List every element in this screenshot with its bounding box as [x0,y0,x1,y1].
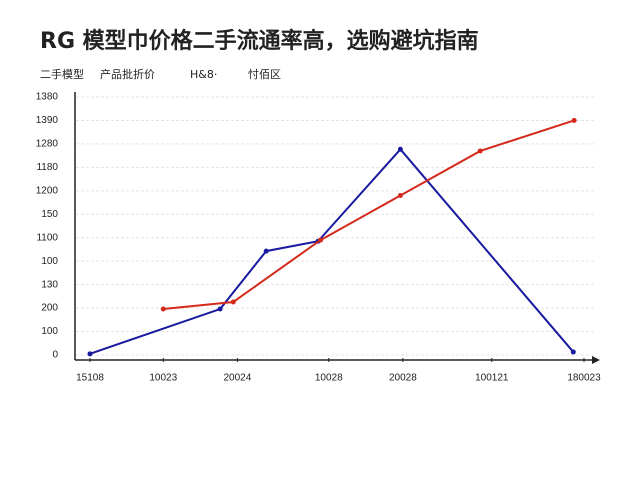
point [87,351,93,357]
point [263,248,269,254]
y-tick-label: 150 [41,209,58,220]
y-tick-label: 100 [41,326,58,337]
axis-arrow [592,356,600,364]
y-tick-label: 1380 [36,92,59,103]
y-tick-label: 1280 [36,139,59,150]
point [397,146,403,152]
chart-title: RG 模型巾价格二手流通率高，选购避坑指南 [40,28,479,54]
point [477,148,483,154]
x-tick-label: 10028 [315,373,343,384]
point [318,237,324,243]
legend-text: 二手模型 [40,67,84,81]
line [89,147,575,355]
y-tick-label: 130 [41,279,58,290]
x-tick-label: 20028 [389,373,417,384]
point [570,349,576,355]
x-tick-label: 100121 [475,373,509,384]
point [397,193,403,199]
point [160,306,166,312]
y-tick-label: 0 [52,350,58,361]
point [217,306,223,312]
y-tick-label: 1100 [36,232,58,243]
point [571,117,577,123]
line [163,119,575,311]
y-tick-label: 1390 [36,115,59,126]
x-tick-label: 10023 [149,373,177,384]
y-tick-label: 1200 [36,185,59,196]
y-tick-label: 100 [41,256,58,267]
y-tick-label: 1180 [36,162,58,173]
y-tick-label: 200 [41,303,58,314]
point [230,299,236,305]
legend-text: 忖佰区 [248,68,281,81]
legend-text: H&8· [190,68,217,81]
x-tick-label: 180023 [567,373,601,384]
x-tick-label: 20024 [223,373,251,384]
x-tick-label: 15108 [76,373,104,384]
legend-text: 产品批折价 [100,67,155,81]
